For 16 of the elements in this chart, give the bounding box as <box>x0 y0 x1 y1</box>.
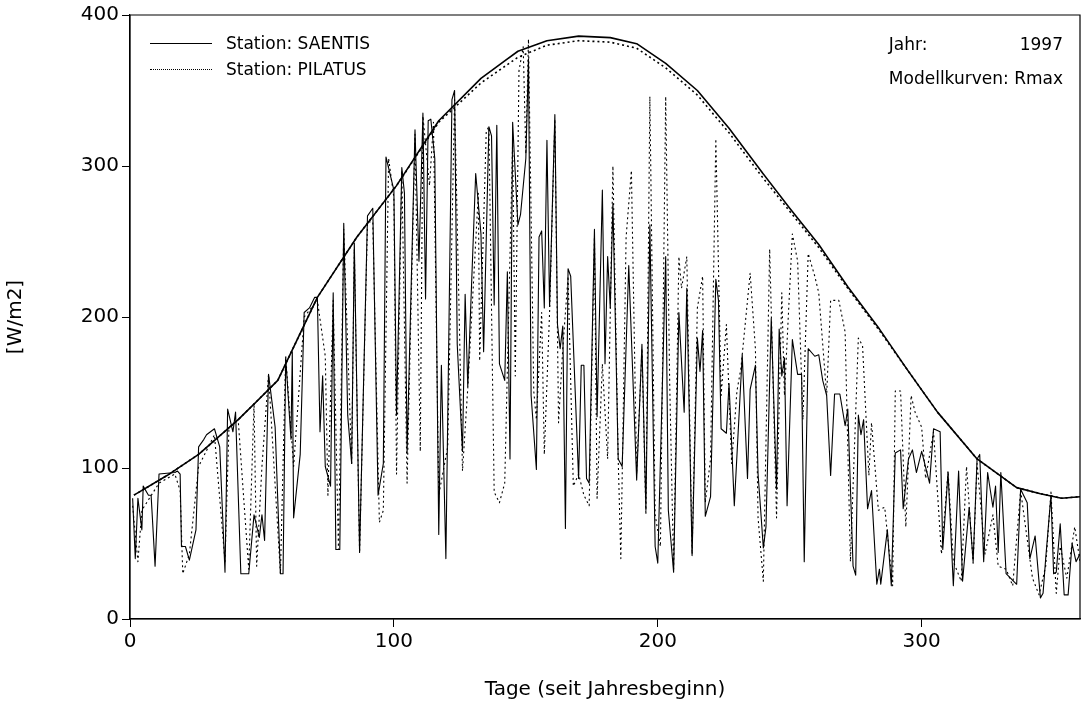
legend-label: Station: PILATUS <box>226 59 367 79</box>
y-tick-label: 100 <box>80 454 119 479</box>
x-axis-title: Tage (seit Jahresbeginn) <box>483 676 726 701</box>
y-tick-label: 400 <box>80 1 119 26</box>
y-tick-label: 200 <box>80 303 119 328</box>
y-tick-label: 300 <box>80 152 119 177</box>
legend-label: Station: SAENTIS <box>226 33 370 53</box>
x-tick-label: 200 <box>638 628 677 653</box>
x-tick-label: 100 <box>374 628 413 653</box>
annotation: Jahr: <box>888 34 929 54</box>
y-tick-label: 0 <box>106 605 119 630</box>
y-axis-title: [W/m2] <box>2 279 27 355</box>
annotation: Modellkurven: Rmax <box>888 68 1063 88</box>
x-tick-label: 0 <box>123 628 137 653</box>
x-tick-label: 300 <box>902 628 941 653</box>
annotation: 1997 <box>1019 34 1063 54</box>
